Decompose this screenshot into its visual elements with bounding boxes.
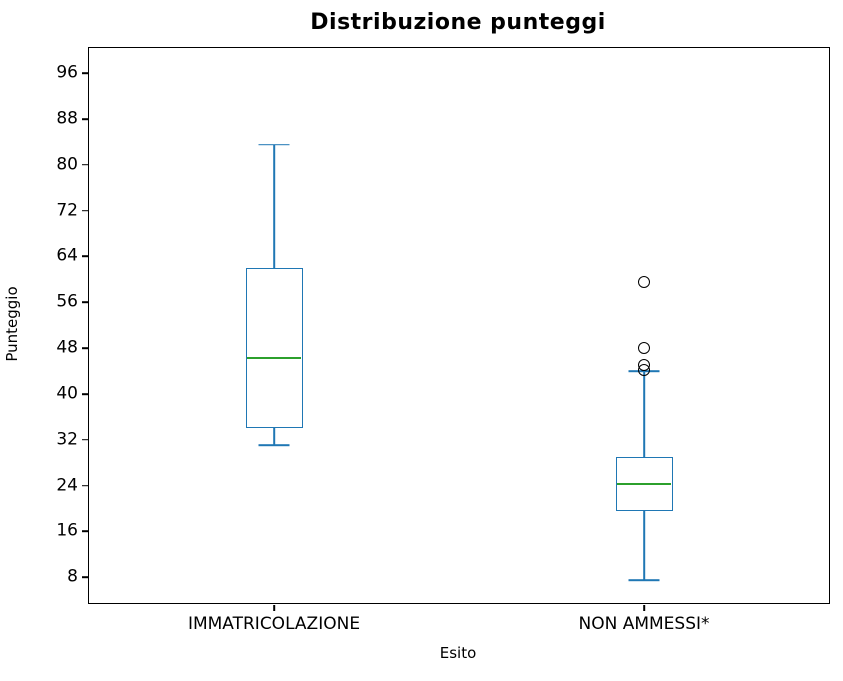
y-tick-label: 32 xyxy=(56,429,78,450)
y-tick-mark xyxy=(81,347,88,349)
lower-whisker-line xyxy=(643,511,645,581)
y-tick-mark xyxy=(81,530,88,533)
y-tick-mark xyxy=(81,301,88,304)
x-tick-mark xyxy=(643,604,645,611)
y-tick-mark xyxy=(81,438,88,441)
y-tick-label: 72 xyxy=(56,200,78,221)
y-tick-mark xyxy=(81,393,88,395)
y-tick-mark xyxy=(81,209,88,212)
chart-title: Distribuzione punteggi xyxy=(310,10,606,35)
y-tick-mark xyxy=(81,118,88,120)
y-tick-label: 56 xyxy=(56,291,78,312)
lower-whisker-cap xyxy=(628,579,660,581)
outlier-point xyxy=(638,276,650,289)
lower-whisker-cap xyxy=(258,444,290,447)
y-axis-label: Punteggio xyxy=(3,286,21,362)
upper-whisker-line xyxy=(273,144,275,268)
y-tick-label: 40 xyxy=(56,383,78,404)
y-tick-mark xyxy=(81,72,88,74)
lower-whisker-line xyxy=(273,428,275,446)
outlier-point xyxy=(638,359,650,372)
y-tick-label: 80 xyxy=(56,154,78,175)
outlier-point xyxy=(638,342,650,355)
iqr-box xyxy=(245,267,303,429)
y-tick-label: 64 xyxy=(56,245,78,266)
y-tick-label: 88 xyxy=(56,108,78,129)
upper-whisker-line xyxy=(643,371,645,457)
upper-whisker-cap xyxy=(258,143,290,146)
y-tick-label: 16 xyxy=(56,520,78,541)
y-tick-mark xyxy=(81,484,88,487)
plot-area: 96 88 80 72 64 56 48 40 32 24 16 8 IMMATRICOLAZIONE N… xyxy=(56,47,830,633)
y-tick-mark xyxy=(81,164,88,166)
x-tick-label: IMMATRICOLAZIONE xyxy=(187,614,361,634)
x-axis-label: Esito xyxy=(439,644,477,662)
y-tick-label: 96 xyxy=(56,62,78,83)
y-tick-mark xyxy=(81,576,88,579)
y-tick-label: 24 xyxy=(56,475,78,496)
y-tick-label: 8 xyxy=(67,566,78,587)
x-tick-mark xyxy=(273,604,275,611)
x-tick-label: NON AMMESSI* xyxy=(578,614,710,634)
y-tick-mark xyxy=(81,255,88,258)
y-tick-label: 48 xyxy=(56,337,78,358)
median-line xyxy=(247,357,301,360)
median-line xyxy=(617,483,671,486)
